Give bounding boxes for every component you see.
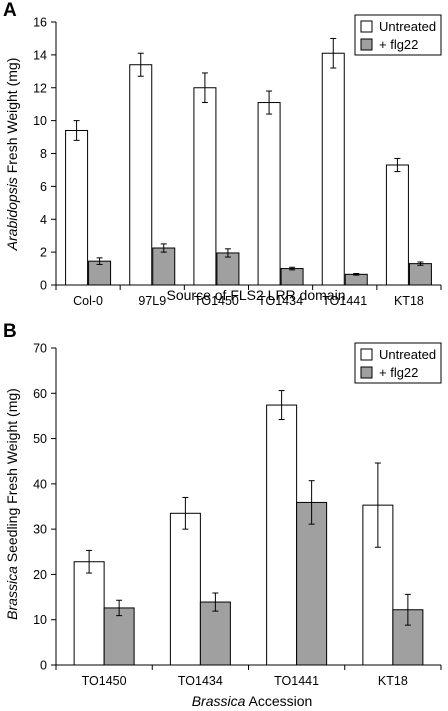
panel-a-label: A (3, 0, 17, 21)
bar-untreated (193, 87, 217, 286)
y-tick-label: 0 (40, 659, 47, 673)
legend-swatch-flg22 (360, 366, 373, 379)
x-title-italic: Brassica (192, 693, 246, 709)
bar-untreated (65, 129, 89, 286)
y-tick-label: 20 (33, 568, 47, 582)
legend-swatch-untreated (360, 348, 373, 361)
legend-label-flg22: + flg22 (379, 37, 418, 52)
y-title-rest: Seedling Fresh Weight (mg) (4, 388, 20, 566)
y-tick-label: 2 (40, 246, 47, 260)
panel-b-y-axis-title: Brassica Seedling Fresh Weight (mg) (4, 388, 20, 620)
legend-label-flg22: + flg22 (379, 365, 418, 380)
panel-a-y-axis-title: Arabidopsis Fresh Weight (mg) (4, 58, 20, 252)
legend-label-untreated: Untreated (379, 19, 436, 34)
y-tick-label: 10 (33, 613, 47, 627)
y-title-italic: Brassica (4, 566, 20, 620)
y-tick-label: 14 (33, 48, 47, 62)
legend-swatch-untreated (360, 20, 373, 33)
panel-a-x-axis-title: Source of FLS2 LRR domain (167, 287, 346, 303)
x-tick-label: TO1434 (258, 294, 303, 308)
panel-a: A 0 2 4 6 8 10 12 14 16 Col-0 97L9 TO1450 TO1434 TO14… (3, 0, 442, 308)
bar-untreated (266, 404, 298, 666)
y-tick-label: 12 (33, 81, 47, 95)
y-tick-label: 6 (40, 180, 47, 194)
y-tick-label: 16 (33, 16, 47, 30)
bar-flg22 (408, 263, 432, 286)
bar-flg22 (152, 247, 176, 286)
x-tick-label: TO1434 (178, 674, 223, 688)
bar-flg22 (296, 501, 328, 666)
y-tick-label: 40 (33, 477, 47, 491)
bar-flg22 (280, 268, 304, 286)
y-title-italic: Arabidopsis (4, 177, 20, 251)
y-title-rest: Fresh Weight (mg) (4, 58, 20, 178)
bar-untreated (257, 102, 281, 286)
x-tick-label: KT18 (394, 294, 424, 308)
x-title-rest: Accession (245, 693, 312, 709)
y-tick-label: 8 (40, 147, 47, 161)
y-tick-label: 4 (40, 213, 47, 227)
bar-untreated (129, 64, 153, 286)
panel-b-x-axis-title: Brassica Accession (192, 693, 313, 709)
bar-untreated (385, 164, 409, 286)
panel-a-legend: Untreated + flg22 (354, 14, 442, 56)
panel-b-legend: Untreated + flg22 (354, 342, 442, 384)
x-tick-label: TO1450 (82, 674, 127, 688)
legend-label-untreated: Untreated (379, 347, 436, 362)
y-tick-label: 50 (33, 432, 47, 446)
bar-flg22 (344, 273, 368, 286)
y-tick-label: 70 (33, 342, 47, 356)
x-tick-label: TO1450 (194, 294, 239, 308)
legend-swatch-flg22 (360, 38, 373, 51)
x-tick-label: TO1441 (322, 294, 367, 308)
bar-flg22 (103, 607, 135, 666)
bar-untreated (169, 512, 201, 666)
bar-flg22 (216, 252, 240, 286)
y-tick-label: 0 (40, 279, 47, 293)
bar-untreated (73, 561, 105, 666)
x-tick-label: 97L9 (138, 294, 166, 308)
y-tick-label: 60 (33, 387, 47, 401)
x-tick-label: Col-0 (73, 294, 103, 308)
x-tick-label: TO1441 (274, 674, 319, 688)
bar-untreated (321, 52, 345, 286)
x-tick-label: KT18 (378, 674, 408, 688)
y-tick-label: 30 (33, 523, 47, 537)
panel-b-label: B (3, 321, 17, 342)
y-tick-label: 10 (33, 114, 47, 128)
